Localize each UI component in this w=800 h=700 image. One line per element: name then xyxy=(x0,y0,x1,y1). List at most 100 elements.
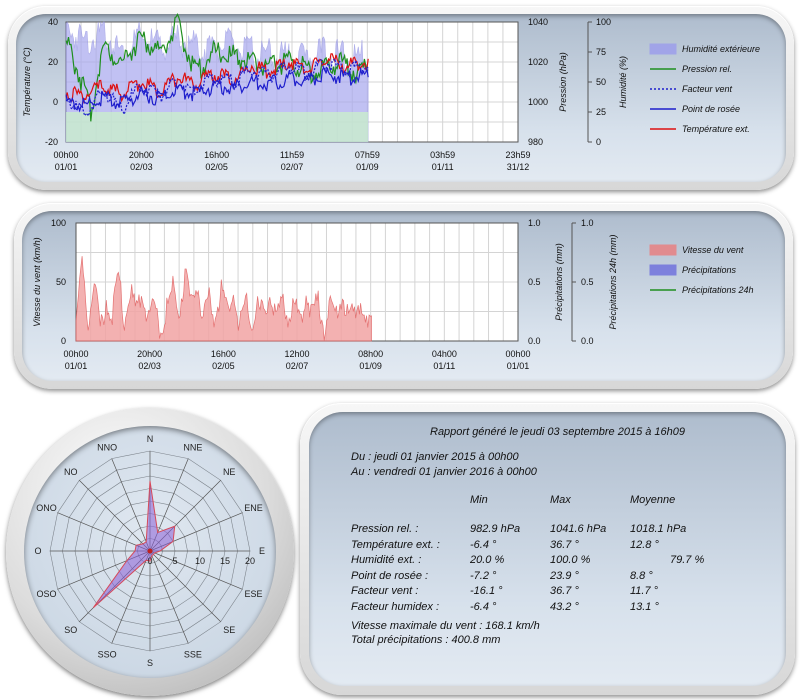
wind-xtick-time: 08h00 xyxy=(358,349,383,359)
temp-ytick: 40 xyxy=(48,17,58,27)
wind-legend-label: Précipitations 24h xyxy=(682,285,754,295)
wind-legend: Vitesse du vent Précipitations Précipitati… xyxy=(649,244,754,295)
series-point-de-ros-e xyxy=(65,66,369,113)
temp-xtick-date: 01/01 xyxy=(55,162,78,172)
wind-xtick-date: 02/05 xyxy=(212,361,235,371)
report-cell-max: 1041.6 hPa xyxy=(550,523,607,535)
wind-xtick-time: 16h00 xyxy=(211,349,236,359)
report-cell-avg: 1018.1 hPa xyxy=(630,523,687,535)
temp-xtick-time: 11h59 xyxy=(280,150,304,160)
report-to: Au : vendredi 01 janvier 2016 à 00h00 xyxy=(351,466,537,478)
report-total-rain: Total précipitations : 400.8 mm xyxy=(351,634,501,646)
rain-ytick: 0.5 xyxy=(528,277,541,287)
report-cell-max: 23.9 ° xyxy=(550,569,579,582)
wind-xtick-date: 01/01 xyxy=(65,361,88,371)
temp-xtick-time: 20h00 xyxy=(129,150,154,160)
wind-series xyxy=(75,256,372,342)
report-header-min: Min xyxy=(470,494,488,506)
temp-xtick-date: 01/09 xyxy=(356,162,379,172)
temp-ytick: 0 xyxy=(53,97,58,107)
series-pression-rel- xyxy=(65,13,369,122)
wind-ytick: 50 xyxy=(56,277,66,287)
wind-rose-face xyxy=(24,426,276,678)
temp-legend-label: Facteur vent xyxy=(682,84,733,94)
temp-axis-label: Température (°C) xyxy=(22,47,32,116)
series-base-fill xyxy=(66,112,369,142)
report-cell-label: Point de rosée : xyxy=(351,569,429,582)
report-cell-label: Facteur humidex : xyxy=(351,600,440,613)
humidity-ytick: 100 xyxy=(596,17,611,27)
report-from: Du : jeudi 01 janvier 2015 à 00h00 xyxy=(351,451,519,463)
wind-xtick-time: 20h00 xyxy=(137,349,162,359)
temp-xtick-time: 00h00 xyxy=(53,150,78,160)
report-cell-avg: 8.8 ° xyxy=(630,569,653,582)
report-cell-min: 982.9 hPa xyxy=(470,523,521,535)
humidity-ytick: 75 xyxy=(596,47,606,57)
temp-series xyxy=(65,13,369,143)
temp-xtick-date: 01/11 xyxy=(432,162,454,172)
temp-xtick-date: 02/03 xyxy=(130,162,153,172)
temp-legend: Humidité extérieure Pression rel. Facteur … xyxy=(649,43,760,134)
report-cell-min: -16.1 ° xyxy=(470,585,503,597)
report-cell-min: -6.4 ° xyxy=(470,600,497,613)
wind-xtick-date: 02/03 xyxy=(138,361,161,371)
temp-legend-label: Humidité extérieure xyxy=(682,44,760,54)
rain24-ytick: 0.0 xyxy=(581,336,594,346)
report-cell-min: -7.2 ° xyxy=(470,569,497,582)
report-cell-max: 43.2 ° xyxy=(550,600,579,613)
temp-xtick-date: 02/07 xyxy=(281,162,304,172)
rain24-axis-label: Précipitations 24h (mm) xyxy=(608,234,618,329)
report-header-avg: Moyenne xyxy=(630,494,676,506)
pressure-ytick: 980 xyxy=(528,137,543,147)
rain-ytick: 0.0 xyxy=(528,336,541,346)
series-wind-speed xyxy=(75,256,372,342)
rain-axis-label: Précipitations (mm) xyxy=(554,243,564,321)
report-panel-inner xyxy=(309,412,786,686)
wind-axes: 00h00 01/01 20h00 02/03 16h00 02/05 12h00 02/07… xyxy=(32,218,618,371)
wind-chart: 00h00 01/01 20h00 02/03 16h00 02/05 12h00 02/07… xyxy=(32,218,754,371)
temp-xtick-time: 16h00 xyxy=(204,150,229,160)
report-panel xyxy=(300,403,795,695)
series-facteur-vent xyxy=(65,57,369,118)
wind-xtick-date: 01/01 xyxy=(507,361,530,371)
pressure-ytick: 1000 xyxy=(528,97,548,107)
humidity-axis-label: Humidité (%) xyxy=(618,56,628,108)
report-cell-min: -6.4 ° xyxy=(470,538,497,551)
rain24-ytick: 0.5 xyxy=(581,277,594,287)
report-cell-label: Température ext. : xyxy=(351,538,440,551)
temp-xtick-time: 07h59 xyxy=(355,150,380,160)
wind-ytick: 0 xyxy=(61,336,66,346)
rain24-ytick: 1.0 xyxy=(581,218,594,228)
pressure-ytick: 1040 xyxy=(528,17,548,27)
temp-xtick-date: 02/05 xyxy=(205,162,228,172)
temp-ytick: 20 xyxy=(48,57,58,67)
temperature-chart: 00h00 01/01 20h00 02/03 16h00 02/05 11h59 02/07… xyxy=(22,13,760,172)
humidity-ytick: 0 xyxy=(596,137,601,147)
report-title: Rapport généré le jeudi 03 septembre 201… xyxy=(430,426,686,438)
report-cell-avg: 13.1 ° xyxy=(630,600,659,613)
temp-xtick-time: 23h59 xyxy=(505,150,530,160)
report-cell-label: Pression rel. : xyxy=(351,523,419,535)
wind-xtick-date: 01/11 xyxy=(433,361,455,371)
report-cell-avg: 12.8 ° xyxy=(630,538,659,551)
temp-legend-label: Pression rel. xyxy=(682,64,732,74)
report-cell-label: Facteur vent : xyxy=(351,585,419,597)
report-cell-max: 100.0 % xyxy=(550,554,591,566)
humidity-ytick: 50 xyxy=(596,77,606,87)
wind-xtick-date: 02/07 xyxy=(286,361,309,371)
temp-legend-label: Point de rosée xyxy=(682,104,740,114)
pressure-ytick: 1020 xyxy=(528,57,548,67)
wind-xtick-time: 00h00 xyxy=(505,349,530,359)
temp-xtick-time: 03h59 xyxy=(430,150,455,160)
report-header-max: Max xyxy=(550,494,571,506)
temp-legend-label: Température ext. xyxy=(682,124,750,134)
wind-legend-swatch xyxy=(649,244,677,256)
wind-axis-label: Vitesse du vent (km/h) xyxy=(32,237,42,326)
report-max-wind: Vitesse maximale du vent : 168.1 km/h xyxy=(351,620,540,632)
wind-xtick-time: 12h00 xyxy=(284,349,309,359)
wind-ytick: 100 xyxy=(51,218,66,228)
temp-axes: 00h00 01/01 20h00 02/03 16h00 02/05 11h59 02/07… xyxy=(22,17,628,172)
report-cell-avg: 79.7 % xyxy=(670,554,705,566)
report-cell-avg: 11.7 ° xyxy=(630,585,659,597)
humidity-ytick: 25 xyxy=(596,107,606,117)
